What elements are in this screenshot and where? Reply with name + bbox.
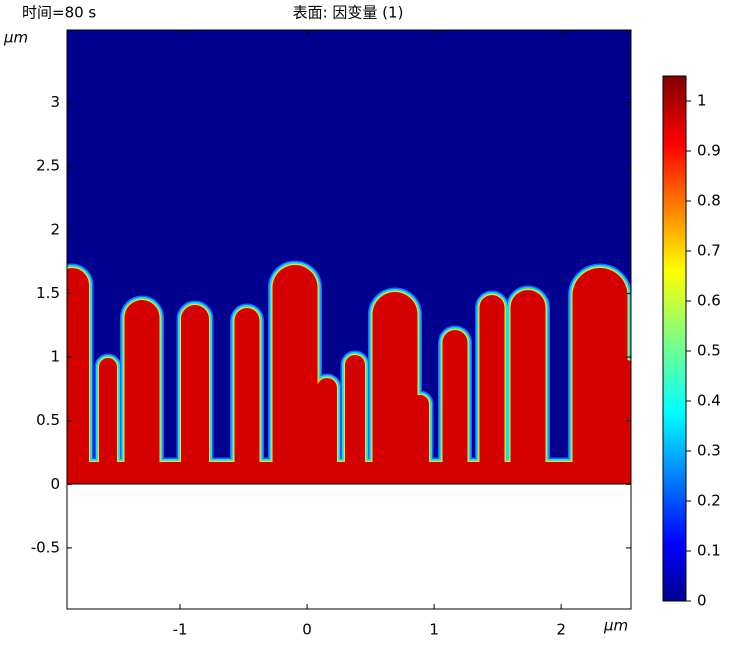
x-tick-label: 2	[556, 621, 566, 639]
colorbar-tick-label: 0.3	[697, 442, 721, 460]
colorbar-tick-label: 1	[697, 92, 707, 110]
x-tick-label: -1	[173, 621, 188, 639]
x-tick-label: 1	[429, 621, 439, 639]
x-unit: μm	[603, 617, 628, 635]
x-tick-label: 0	[302, 621, 312, 639]
y-tick-label: 2.5	[36, 157, 60, 175]
colorbar	[662, 75, 687, 602]
dendrite-field	[67, 260, 631, 484]
time-label: 时间=80 s	[22, 4, 96, 22]
y-tick-label: 1	[50, 348, 60, 366]
y-unit: μm	[3, 29, 28, 47]
colorbar-tick-label: 0.5	[697, 342, 721, 360]
colorbar-tick-label: 0.6	[697, 292, 721, 310]
colorbar-tick-label: 0.7	[697, 242, 721, 260]
plot-frame	[66, 29, 632, 610]
y-tick-label: 2	[50, 220, 60, 238]
y-tick-label: 0.5	[36, 411, 60, 429]
y-tick-label: -0.5	[31, 538, 60, 556]
colorbar-tick-label: 0.1	[697, 542, 721, 560]
colorbar-tick-label: 0.9	[697, 142, 721, 160]
y-tick-label: 0	[50, 475, 60, 493]
y-tick-label: 3	[50, 93, 60, 111]
y-tick-label: 1.5	[36, 284, 60, 302]
colorbar-tick-label: 0.2	[697, 492, 721, 510]
colorbar-tick-label: 0	[697, 592, 707, 610]
chart-title: 表面: 因变量 (1)	[293, 4, 404, 22]
colorbar-tick-label: 0.4	[697, 392, 721, 410]
dendrite	[67, 265, 631, 484]
colorbar-tick-label: 0.8	[697, 192, 721, 210]
